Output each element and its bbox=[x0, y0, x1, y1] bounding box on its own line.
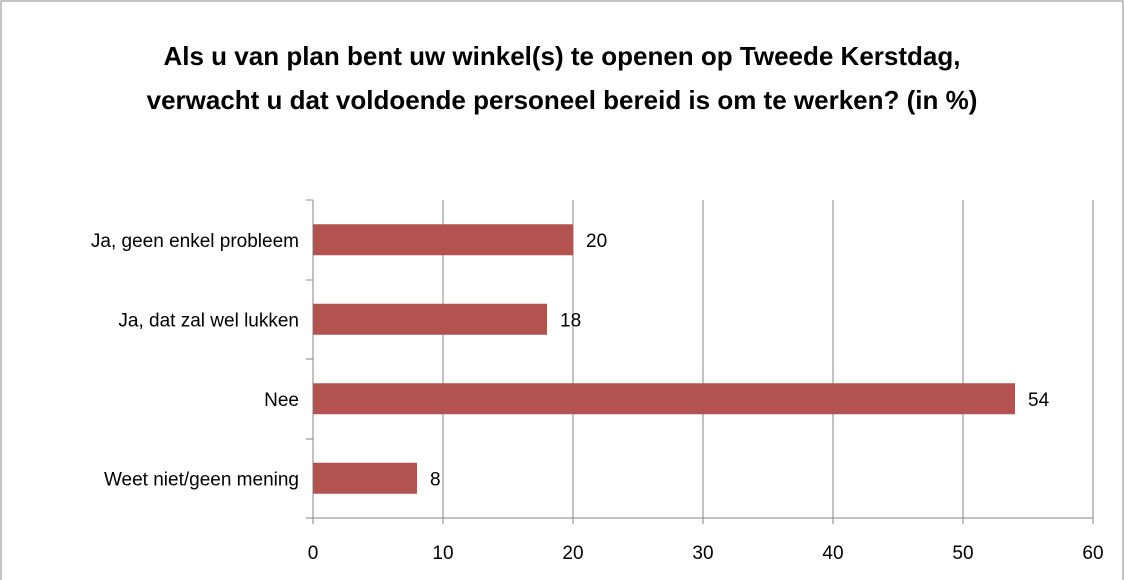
x-tick-label: 40 bbox=[822, 543, 843, 564]
y-tick-label: Ja, dat zal wel lukken bbox=[118, 310, 299, 331]
y-tick-label: Weet niet/geen mening bbox=[104, 469, 299, 490]
bar bbox=[313, 224, 573, 256]
x-tick-label: 10 bbox=[432, 543, 453, 564]
bar bbox=[313, 303, 547, 335]
data-label: 54 bbox=[1028, 390, 1050, 411]
data-label: 20 bbox=[586, 231, 607, 252]
x-tick-label: 30 bbox=[692, 543, 713, 564]
bar bbox=[313, 383, 1015, 415]
x-tick-label: 50 bbox=[952, 543, 973, 564]
x-tick-label: 20 bbox=[562, 543, 583, 564]
y-tick-label: Ja, geen enkel probleem bbox=[91, 231, 299, 252]
data-label: 8 bbox=[430, 469, 441, 490]
chart-title: Als u van plan bent uw winkel(s) te open… bbox=[146, 41, 978, 115]
data-label: 18 bbox=[560, 310, 581, 331]
y-tick-label: Nee bbox=[264, 390, 299, 411]
x-tick-label: 0 bbox=[308, 543, 319, 564]
bar bbox=[313, 462, 417, 494]
x-tick-label: 60 bbox=[1082, 543, 1103, 564]
